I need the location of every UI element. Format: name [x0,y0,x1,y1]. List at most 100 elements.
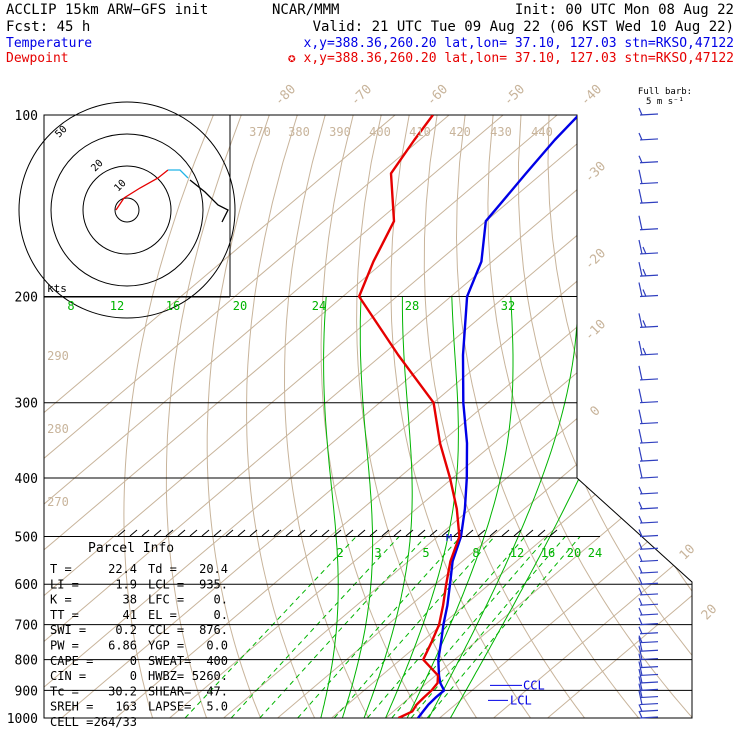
mixing-ratio-line [297,536,462,718]
parcel-row-value: 163 [115,700,137,714]
parcel-row-value: 22.4 [108,562,137,576]
barb-staff [639,274,659,277]
wind-barb [638,554,659,563]
barb-staff [639,252,659,255]
isotherm-line [331,115,692,718]
barb-staff [639,507,659,510]
mixing-ratio-line [230,536,400,718]
parcel-row-value: 20.4 [199,562,228,576]
parcel-row-value: 5.0 [206,700,228,714]
wind-barb [638,132,659,141]
barb-staff [639,441,659,444]
barb-flag [638,239,643,255]
barb-flag [642,246,647,255]
parcel-row-value: 5260. [192,669,228,683]
parcel-row-value: 41 [123,608,137,622]
hodograph-ring [50,133,204,287]
parcel-row-label: HWBZ= [148,669,184,683]
parcel-row-value: 0 [130,654,137,668]
parcel-row-label: LAPSE= [148,700,191,714]
mixing-ratio-label: 2 [336,546,343,560]
mixing-ratio-label: 24 [588,546,602,560]
hatch-mark [129,529,138,537]
mixing-ratio-label: 12 [510,546,524,560]
isotherm-line [44,115,450,718]
isotherm-line [44,115,692,718]
background-lines [44,115,692,718]
wind-barb [638,169,659,185]
wind-barb [638,645,659,661]
barb-flag [638,668,643,684]
barb-flag [638,635,643,643]
barb-flag [638,554,643,562]
pressure-label-100: 100 [15,109,38,124]
dry-adiabat-line [283,115,370,718]
barb-flag [638,486,643,495]
dewpoint-location-info: ✪ x,y=388.36,260.20 lat,lon= 37.10, 127.… [288,51,734,66]
moist-adiabat-line [320,297,339,718]
dewpoint-legend-label: Dewpoint [6,51,69,66]
hatch-mark [513,529,522,537]
barb-flag [638,597,643,606]
barb-flag [638,282,643,297]
hatch-mark [189,529,198,537]
barb-staff [639,401,659,404]
parcel-row-value: 0. [214,593,228,607]
hatch-mark [249,529,258,537]
barb-staff [639,681,659,684]
wind-barb [638,463,659,479]
dry-adiabat-line [517,115,692,718]
wind-barb [638,428,659,444]
barb-flag [638,428,643,444]
axis-labels: 1002003004005006007008009001000CCLLCLM-8… [7,82,721,727]
wind-barb [638,261,659,277]
wind-barb [638,635,659,644]
center-label: NCAR/MMM [272,2,339,18]
barb-flag [638,576,643,585]
isotherm-line [439,115,692,718]
barb-staff [639,547,659,550]
barb-flag [638,409,643,424]
parcel-row-value: 0. [214,608,228,622]
barb-flag [638,107,643,116]
dry-adiabat-line [632,115,692,718]
hatch-mark [117,529,126,537]
barb-flag [642,268,647,277]
barb-flag [638,617,643,625]
mixing-ratio-line [426,536,581,718]
parcel-row-value: 0.0 [206,639,228,653]
wind-barb [638,529,659,538]
hatch-mark [261,529,270,537]
parcel-row-value: 400 [206,654,228,668]
barb-staff [639,161,659,164]
wind-barb [638,313,659,328]
dry-adiabat-line [390,115,532,718]
hatch-mark [417,529,426,537]
theta-label: 400 [369,125,391,139]
barb-flag [638,704,643,712]
barb-staff [639,571,659,574]
barb-flag [638,155,643,163]
plot-frame [43,114,693,719]
theta-label: 280 [47,422,69,436]
hatch-mark [285,529,294,537]
hatch-mark [369,529,378,537]
hatch-mark [393,529,402,537]
barb-staff [639,593,659,596]
hatch-mark [381,529,390,537]
wind-barb [638,107,659,116]
valid-time: Valid: 21 UTC Tue 09 Aug 22 (06 KST Wed … [313,19,734,35]
wind-barb [638,239,659,255]
isotherm-line [223,115,692,718]
barb-flag [642,289,647,297]
wind-barb [638,486,659,495]
parcel-row-value: 935. [199,577,228,591]
theta-label: 440 [531,125,553,139]
parcel-row-value: 0 [130,669,137,683]
pressure-label-700: 700 [15,619,38,634]
isotherm-line [44,115,666,718]
parcel-info-panel: Parcel Info T = 22.4 Td = 20.4 LI = 1.9 LCL = 93… [50,541,228,729]
barb-flag [638,261,643,277]
dry-adiabat-line [576,115,692,718]
wind-barb [638,637,659,652]
